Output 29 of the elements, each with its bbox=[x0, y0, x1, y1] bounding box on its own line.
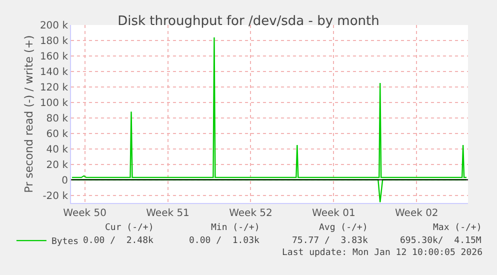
x-tick-label: Week 52 bbox=[229, 208, 272, 219]
chart-title: Disk throughput for /dev/sda - by month bbox=[118, 14, 380, 30]
x-tick-label: Week 02 bbox=[394, 208, 438, 219]
text: 0.00 / 2.48k bbox=[83, 236, 154, 246]
y-tick-label: 80 k bbox=[46, 113, 68, 124]
x-tick-label: Week 51 bbox=[146, 208, 190, 219]
text: 0.00 / 1.03k bbox=[189, 236, 260, 246]
text: 695.30k/ 4.15M bbox=[400, 236, 482, 246]
y-tick-label: 60 k bbox=[46, 128, 68, 140]
y-tick-label: 180 k bbox=[40, 36, 68, 47]
y-tick-label: -20 k bbox=[42, 190, 68, 202]
text: Avg (-/+) bbox=[319, 223, 368, 233]
y-tick-label: 40 k bbox=[46, 144, 68, 156]
y-tick-label: 100 k bbox=[40, 98, 68, 109]
x-tick-label: Week 50 bbox=[63, 208, 106, 219]
y-axis-title: Pr second read (-) / write (+) bbox=[22, 35, 36, 193]
text: Last update: Mon Jan 12 10:00:05 2026 bbox=[282, 248, 482, 258]
text: Min (-/+) bbox=[211, 223, 260, 233]
y-tick-label: 140 k bbox=[40, 66, 68, 78]
y-tick-label: 120 k bbox=[40, 82, 68, 94]
y-tick-label: 160 k bbox=[40, 51, 68, 62]
y-tick-label: 0 bbox=[62, 175, 68, 186]
legend-label: Bytes bbox=[51, 237, 79, 248]
text: Max (-/+) bbox=[433, 223, 482, 233]
text: Cur (-/+) bbox=[105, 223, 154, 233]
y-tick-label: 20 k bbox=[46, 160, 68, 171]
text: 75.77 / 3.83k bbox=[292, 236, 368, 246]
x-tick-label: Week 01 bbox=[312, 208, 356, 219]
y-tick-label: 200 k bbox=[40, 20, 68, 32]
